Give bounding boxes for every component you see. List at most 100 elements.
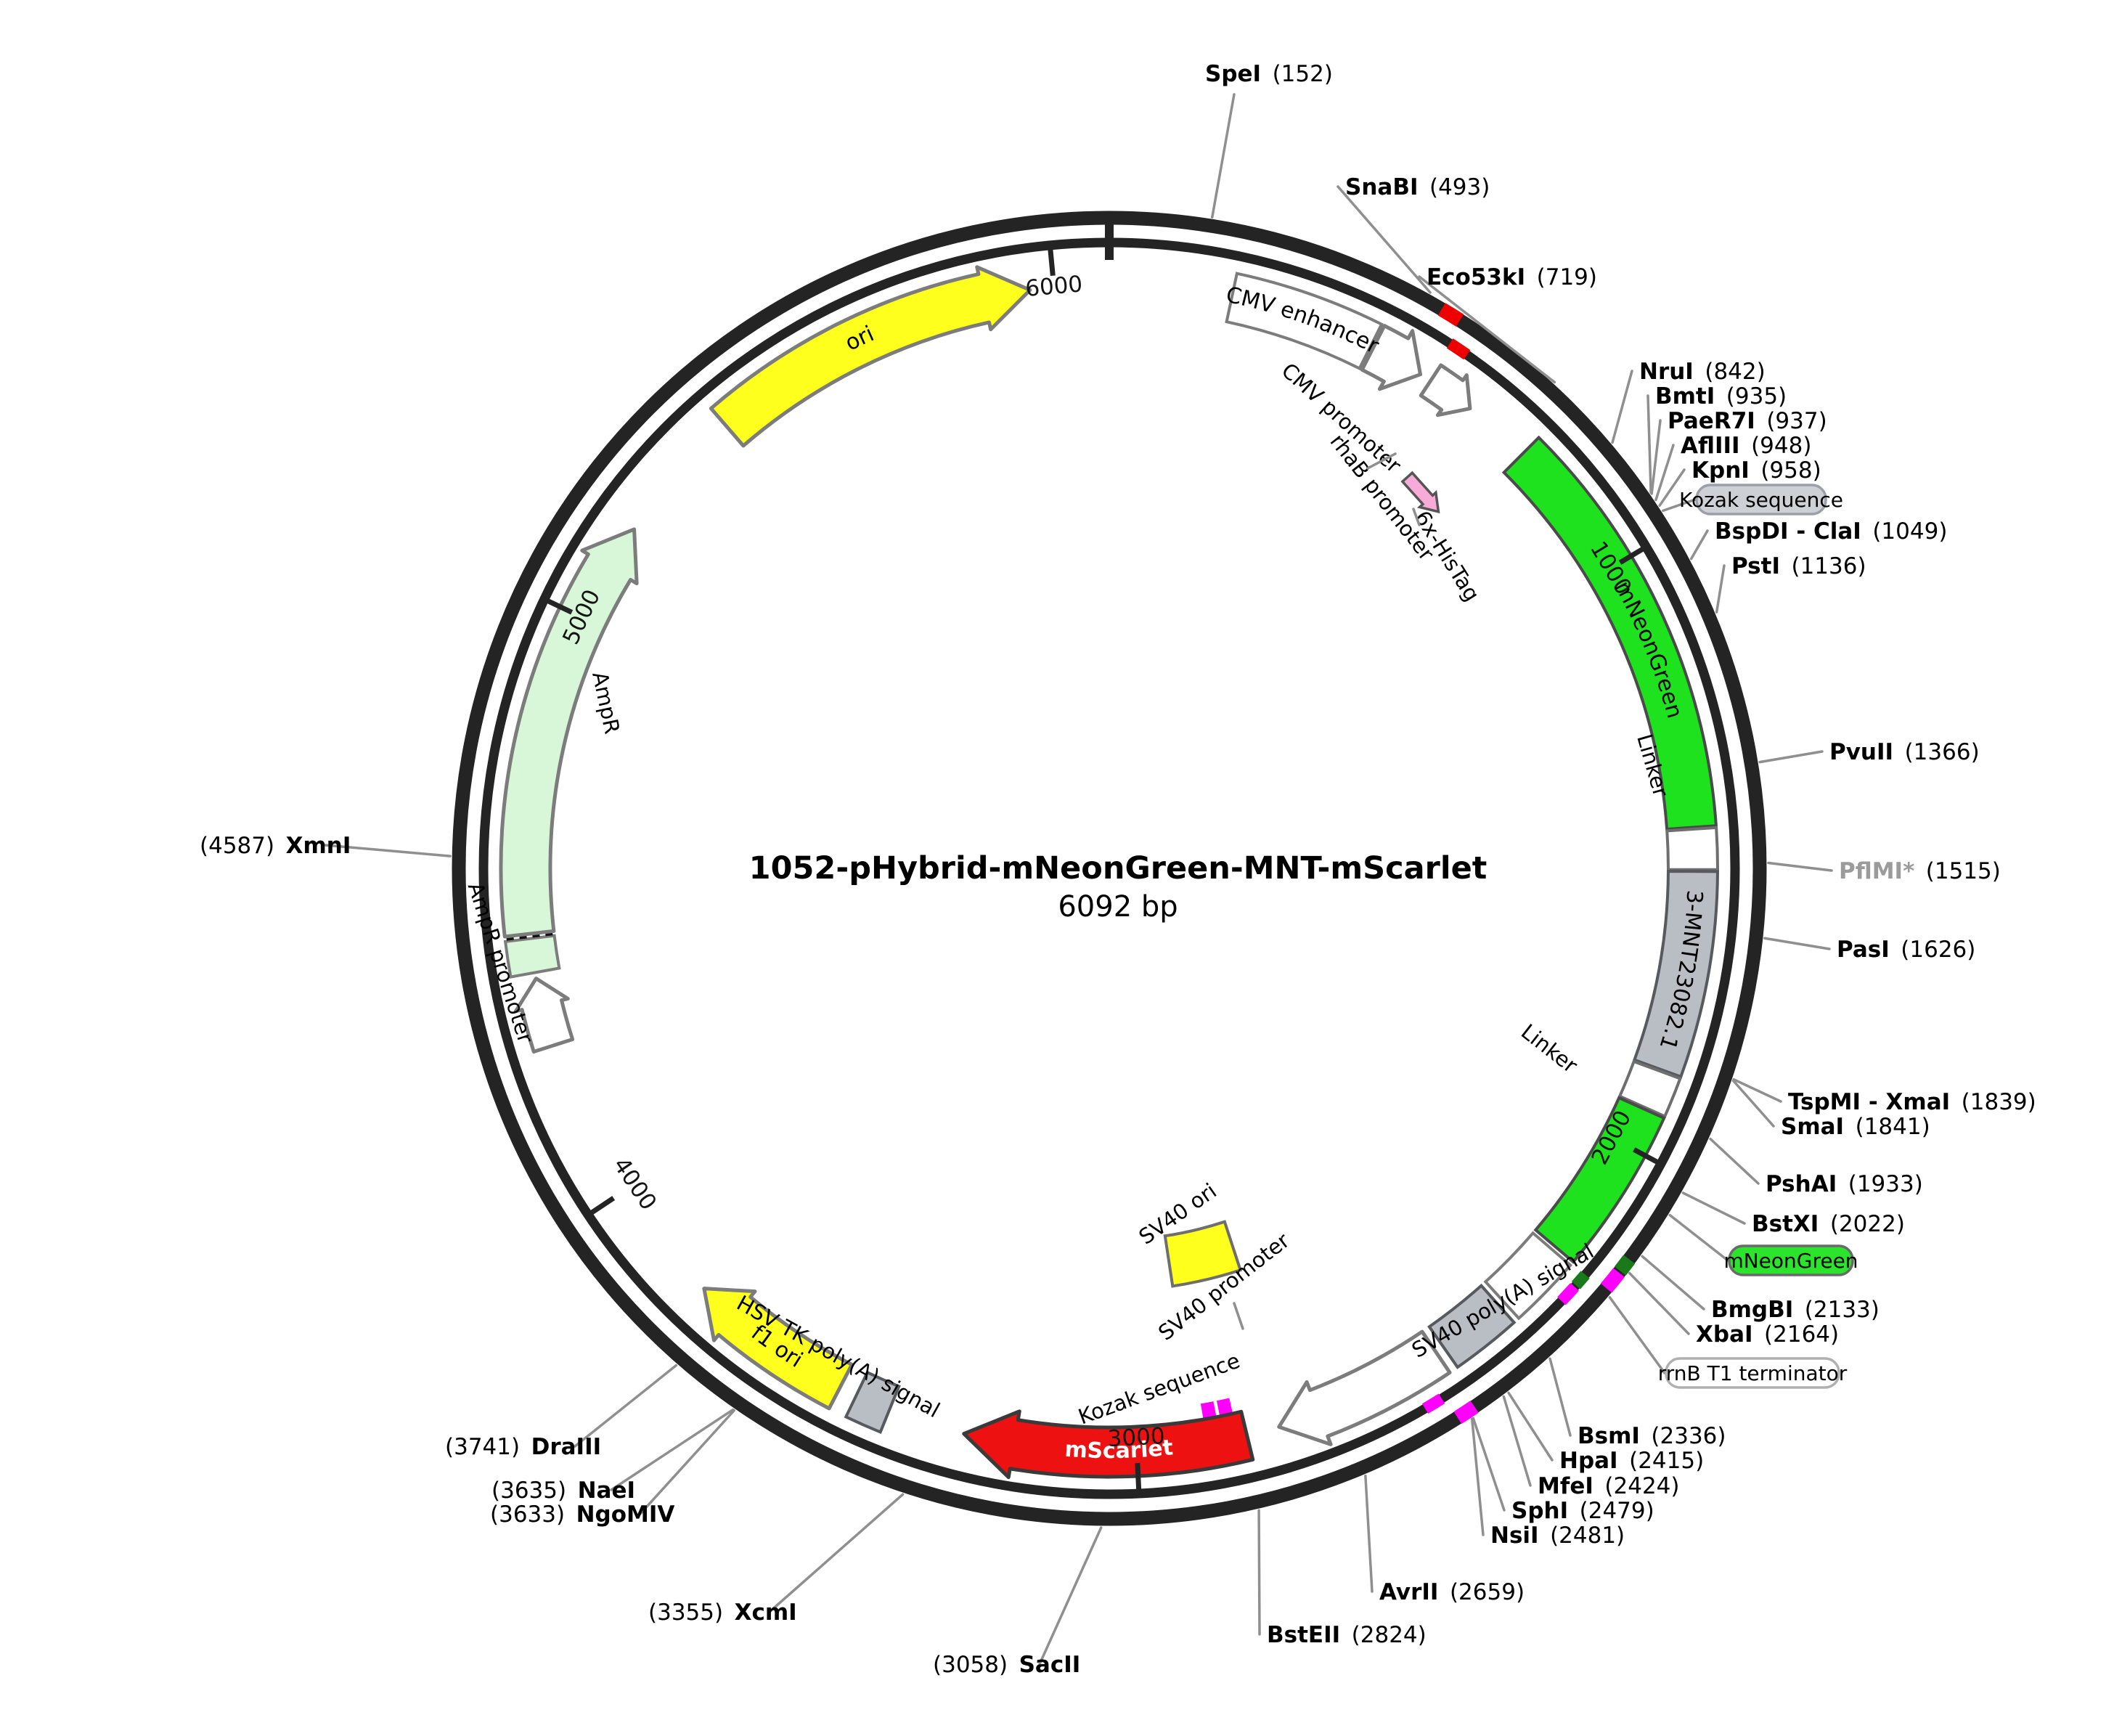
enzyme-label-sphi-leader [1472,1417,1506,1512]
tick-5000 [547,598,574,615]
feature-layer [499,265,1720,1480]
enzyme-label-nrui[interactable]: NruI (842) [1639,359,1766,385]
ring-mark-7 [1422,1393,1445,1414]
enzyme-label-xbai[interactable]: XbaI (2164) [1696,1321,1839,1348]
enzyme-label-afliii[interactable]: AflIII (948) [1681,433,1811,459]
feature-ori[interactable] [709,265,1032,448]
inner-label-ampr[interactable]: AmpR [587,669,624,736]
badge-rrnb-t1-terminator[interactable] [1665,1357,1840,1389]
enzyme-label-snabi[interactable]: SnaBI (493) [1345,174,1490,200]
enzyme-label-sacii-leader [1038,1526,1103,1666]
feature-mneongreen[interactable] [1533,1096,1666,1264]
enzyme-label-sphi[interactable]: SphI (2479) [1511,1498,1654,1524]
feature-ampr[interactable] [499,527,639,939]
enzyme-label-tspmixmai-leader [1732,1077,1782,1103]
enzyme-label-snabi-leader [1336,185,1432,294]
feature-mscarlet[interactable] [962,1409,1255,1480]
enzyme-label-bmgbi[interactable]: BmgBI (2133) [1711,1297,1880,1323]
enzyme-label-smai-leader [1731,1079,1775,1128]
enzyme-label-nsii-leader [1470,1417,1485,1536]
enzyme-label-xmni-leader [324,844,452,857]
enzyme-label-psti[interactable]: PstI (1136) [1731,553,1866,579]
enzyme-label-pshai[interactable]: PshAI (1933) [1766,1171,1923,1197]
enzyme-label-eco53ki-leader [1418,275,1556,384]
enzyme-label-bsmi[interactable]: BsmI (2336) [1578,1423,1726,1449]
enzyme-label-pasi-leader [1763,937,1831,950]
enzyme-label-pflmi-leader [1767,861,1833,872]
feature-f1-ori[interactable] [702,1287,854,1411]
feature-cmv-promoter[interactable] [1360,324,1423,391]
feature-mscarlet-label[interactable]: mScarlet [1064,1435,1175,1464]
enzyme-label-bmgbi-leader [1641,1255,1705,1311]
enzyme-label-bstxi[interactable]: BstXI (2022) [1752,1211,1905,1237]
enzyme-label-xbai-leader [1628,1271,1690,1335]
small-leader-2 [1366,452,1397,470]
tick-4000 [590,1196,616,1215]
enzyme-label-pflmi[interactable]: PflMI* (1515) [1839,858,2001,884]
enzyme-label-avrii-leader [1364,1474,1374,1593]
inner-label-linker[interactable]: Linker [1517,1019,1582,1078]
enzyme-label-nsii[interactable]: NsiI (2481) [1490,1523,1625,1549]
enzyme-label-bsteii[interactable]: BstEII (2824) [1267,1622,1427,1648]
badge-kozak-sequence[interactable] [1695,484,1827,515]
plasmid-size: 6092 bp [1058,890,1178,924]
feature-sv40-promoter[interactable] [1277,1329,1452,1446]
small-leader-0 [1233,1302,1244,1330]
tick-6000 [1048,249,1056,277]
feature-sv40-poly-a-signal[interactable] [1483,1231,1572,1321]
feature-hsv-tk-poly-a-signal[interactable] [844,1370,901,1435]
feature-linker[interactable] [1617,1059,1682,1119]
plasmid-title: 1052-pHybrid-mNeonGreen-MNT-mScarlet [749,850,1487,887]
feature-ampr-promoter[interactable] [513,977,575,1054]
enzyme-label-avrii[interactable]: AvrII (2659) [1379,1579,1525,1605]
enzyme-label-bsteii-leader [1257,1509,1261,1636]
feature-mneongreen[interactable] [1501,435,1718,831]
badge-kozak-sequence-text: Kozak sequence [1679,488,1843,512]
feature-linker[interactable] [1665,826,1720,871]
enzyme-label-bspdiclai[interactable]: BspDI - ClaI (1049) [1715,518,1947,545]
enzyme-label-ngomiv[interactable]: (3633) NgoMIV [490,1501,674,1528]
enzyme-label-draiii[interactable]: (3741) DraIII [445,1434,601,1460]
enzyme-label-xmni[interactable]: (4587) XmnI [200,833,351,859]
ring-mark-6 [1453,1401,1479,1425]
backbone-layer [452,211,1767,1526]
badge-rrnb-t1-terminator-leader [1608,1296,1666,1374]
enzyme-label-mfei[interactable]: MfeI (2424) [1538,1473,1680,1499]
enzyme-label-xcmi[interactable]: (3355) XcmI [648,1600,797,1626]
enzyme-label-sacii[interactable]: (3058) SacII [933,1652,1080,1678]
enzyme-label-pvuii[interactable]: PvuII (1366) [1829,739,1980,765]
enzyme-label-bstxi-leader [1681,1191,1746,1225]
enzyme-label-spei[interactable]: SpeI (152) [1205,61,1333,87]
ring-mark-4 [1571,1271,1590,1289]
enzyme-label-pasi[interactable]: PasI (1626) [1837,937,1975,963]
enzyme-label-hpai[interactable]: HpaI (2415) [1559,1448,1704,1474]
feature-sv40-ori[interactable] [1163,1220,1243,1288]
enzyme-label-nrui-leader [1611,370,1633,444]
tick-label-3000: 3000 [1107,1423,1166,1452]
enzyme-label-xcmi-leader [768,1493,905,1613]
enzyme-label-hpai-leader [1507,1391,1554,1462]
enzyme-label-spei-leader [1211,93,1236,219]
enzyme-label-tspmixmai[interactable]: TspMI - XmaI (1839) [1788,1089,2036,1115]
tick-2000 [1633,1147,1659,1165]
enzyme-label-mfei-leader [1502,1395,1532,1487]
feature-ampr-promoter[interactable] [503,934,561,979]
enzyme-label-paer7i[interactable]: PaeR7I (937) [1668,408,1827,434]
enzyme-label-kpni[interactable]: KpnI (958) [1691,457,1821,484]
enzyme-label-paer7i-leader [1650,419,1662,495]
enzyme-label-bmti[interactable]: BmtI (935) [1655,383,1787,409]
enzyme-label-smai[interactable]: SmaI (1841) [1781,1114,1930,1140]
ring-mark-5 [1557,1282,1579,1305]
feature-cmv-enhancer[interactable] [1225,272,1384,371]
feature-sv40-poly-a-signal[interactable] [1427,1283,1517,1369]
feature-3-mnt23082-1[interactable] [1632,869,1720,1079]
enzyme-label-bsmi-leader [1548,1357,1572,1437]
feature-6x-histag[interactable] [1399,470,1446,519]
tick-1000 [1618,547,1644,565]
ring-mark-2 [1614,1255,1636,1276]
enzyme-label-naei[interactable]: (3635) NaeI [491,1478,635,1504]
feature-rhab-promoter[interactable] [1419,363,1472,417]
enzyme-label-eco53ki[interactable]: Eco53kI (719) [1427,264,1597,290]
badge-mneongreen[interactable] [1728,1244,1854,1276]
